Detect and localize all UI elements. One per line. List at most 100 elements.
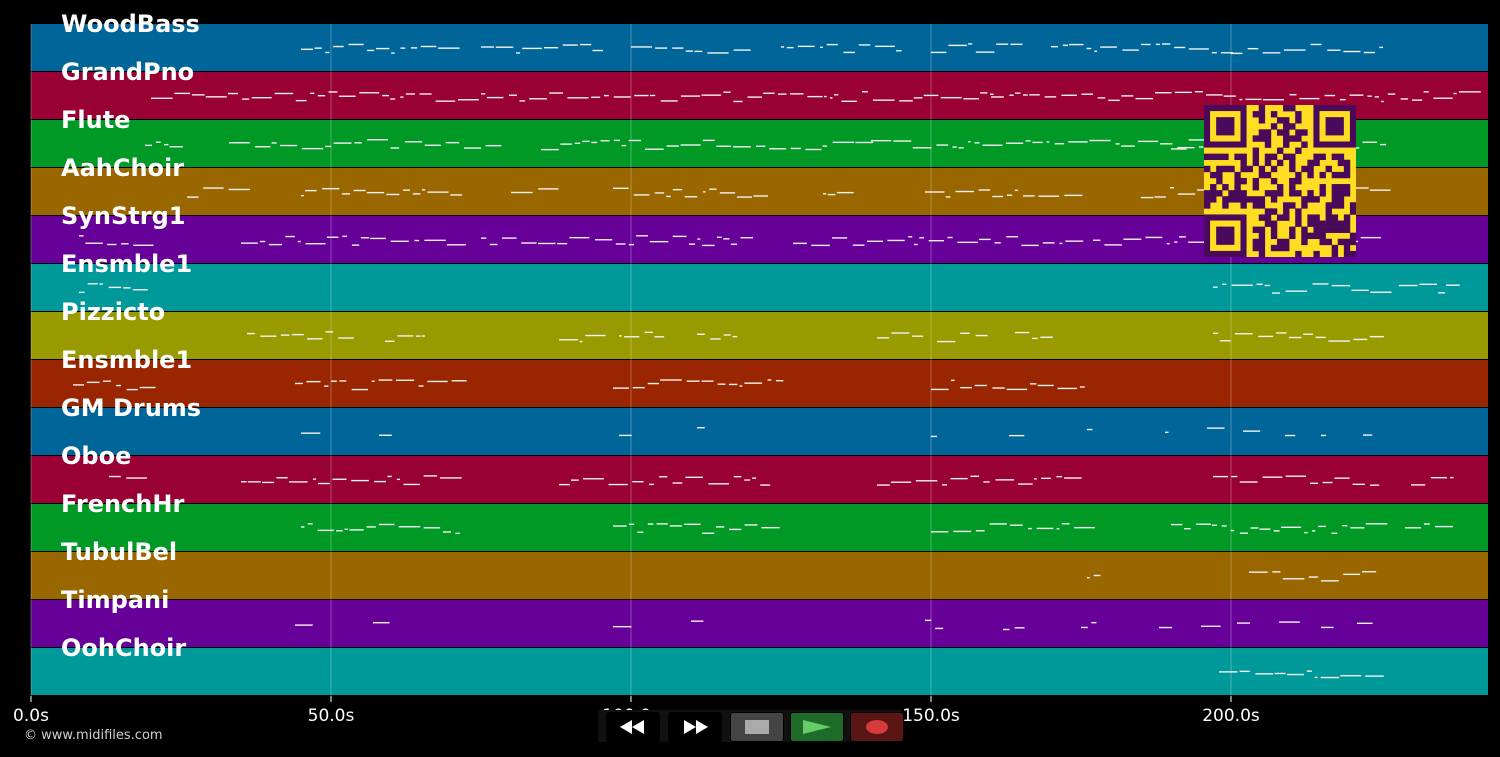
note-mark (1198, 146, 1204, 148)
note-mark (789, 93, 804, 95)
note-mark (960, 332, 970, 335)
note-mark (335, 530, 343, 532)
note-mark (1361, 571, 1377, 573)
rewind-button[interactable] (606, 712, 660, 742)
note-mark (1014, 189, 1018, 191)
record-button[interactable] (850, 712, 904, 742)
note-mark (896, 50, 902, 52)
note-mark (1010, 43, 1023, 46)
note-mark (1009, 94, 1014, 96)
note-mark (373, 622, 390, 624)
note-mark (1141, 196, 1154, 199)
note-mark (378, 523, 395, 526)
note-mark (1023, 94, 1028, 96)
note-mark (1380, 143, 1386, 146)
stop-button[interactable] (730, 712, 784, 742)
fast-forward-button[interactable] (668, 712, 722, 742)
note-mark (647, 382, 660, 385)
note-mark (405, 93, 416, 95)
note-mark (424, 144, 441, 146)
note-mark (285, 235, 295, 238)
note-mark (1179, 236, 1186, 238)
note-mark (1363, 51, 1375, 54)
note-mark (351, 244, 360, 246)
note-mark (1034, 478, 1037, 480)
note-mark (422, 189, 426, 191)
note-mark (728, 383, 738, 386)
note-mark (822, 145, 827, 147)
note-mark (732, 335, 738, 338)
note-mark (1056, 475, 1063, 478)
note-mark (1283, 49, 1306, 51)
note-mark (418, 385, 424, 387)
note-mark (975, 51, 995, 53)
track-lane[interactable] (31, 504, 1488, 551)
note-mark (709, 188, 717, 190)
note-mark (1087, 576, 1090, 579)
track-lane[interactable] (31, 600, 1488, 647)
note-mark (723, 91, 731, 93)
note-mark (1137, 140, 1159, 143)
note-mark (1029, 94, 1040, 96)
note-mark (446, 244, 466, 246)
play-icon (803, 720, 831, 734)
track-lane[interactable] (31, 24, 1488, 71)
note-mark (1086, 47, 1092, 50)
note-mark (636, 235, 649, 237)
note-mark (391, 52, 395, 54)
note-mark (1446, 284, 1460, 286)
note-mark (423, 475, 438, 477)
note-mark (164, 143, 169, 146)
note-mark (438, 47, 460, 49)
note-mark (936, 144, 949, 146)
note-mark (1032, 141, 1043, 144)
note-mark (412, 193, 421, 195)
note-mark (1289, 94, 1297, 96)
note-mark (1041, 477, 1051, 480)
note-mark (1369, 189, 1391, 191)
note-mark (684, 196, 698, 198)
play-button[interactable] (790, 712, 844, 742)
note-mark (241, 242, 258, 244)
note-mark (353, 189, 366, 192)
note-mark (375, 47, 390, 50)
note-mark (1357, 622, 1373, 625)
note-mark (351, 479, 369, 482)
note-mark (1213, 332, 1219, 335)
note-mark (744, 479, 751, 481)
note-mark (133, 244, 154, 246)
track-lane[interactable] (31, 456, 1488, 503)
note-mark (1177, 146, 1195, 149)
note-mark (701, 94, 722, 96)
note-mark (871, 139, 892, 142)
note-mark (579, 43, 592, 46)
track-lane[interactable] (31, 648, 1488, 695)
note-mark (442, 531, 452, 533)
note-mark (1211, 51, 1217, 54)
rewind-icon (620, 720, 644, 734)
note-mark (126, 477, 147, 479)
note-mark (820, 46, 823, 48)
note-mark (740, 237, 753, 239)
stop-icon (745, 720, 769, 734)
note-mark (560, 143, 572, 145)
note-mark (707, 52, 729, 54)
track-lane[interactable] (31, 552, 1488, 599)
note-mark (132, 289, 148, 291)
track-lane[interactable] (31, 408, 1488, 455)
note-mark (982, 144, 1003, 146)
note-mark (549, 92, 564, 94)
note-mark (538, 242, 556, 245)
note-mark (73, 384, 85, 386)
note-mark (1379, 46, 1383, 49)
note-mark (649, 240, 669, 243)
note-mark (570, 479, 579, 481)
track-lane[interactable] (31, 312, 1488, 359)
track-lane[interactable] (31, 264, 1488, 311)
note-mark (420, 45, 437, 48)
note-mark (403, 483, 420, 486)
note-mark (826, 43, 838, 46)
note-mark (1091, 621, 1097, 624)
note-mark (1310, 43, 1322, 46)
note-mark (435, 100, 456, 102)
